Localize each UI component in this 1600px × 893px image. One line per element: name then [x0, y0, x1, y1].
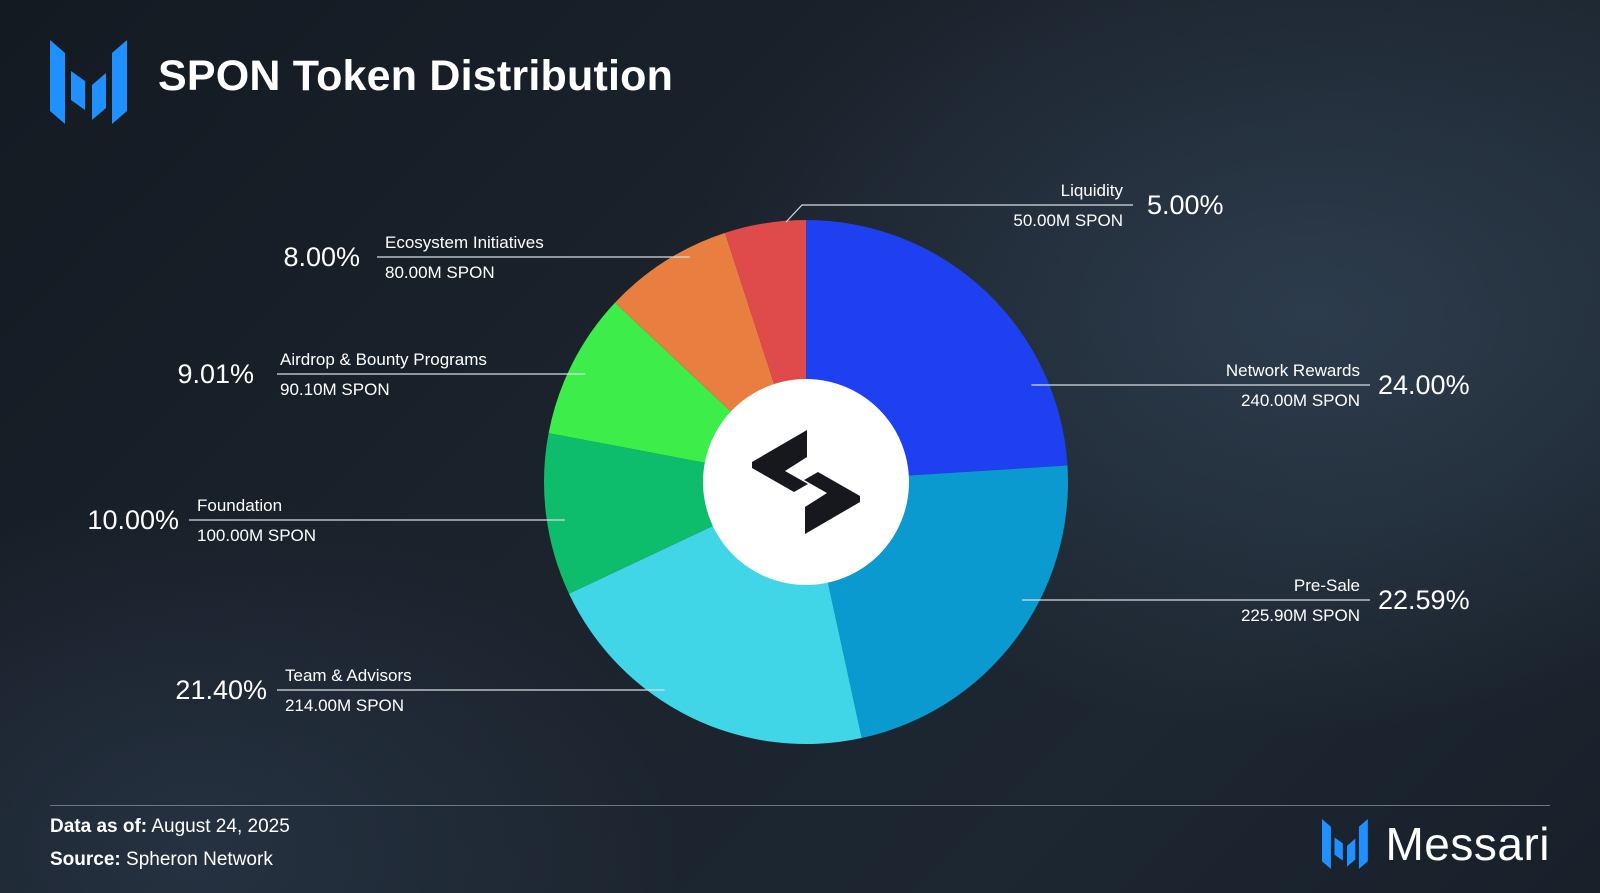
slice-name-foundation: Foundation [197, 496, 282, 515]
slice-amount-liquidity: 50.00M SPON [1013, 211, 1123, 230]
as-of-label: Data as of: [50, 816, 148, 837]
data-as-of: Data as of: August 24, 2025 [50, 816, 290, 838]
footer-divider [50, 805, 1550, 806]
messari-logo-icon [50, 40, 127, 124]
slice-name-network-rewards: Network Rewards [1226, 361, 1360, 380]
spheron-logo-icon [752, 430, 860, 534]
slice-amount-airdrop-and-bounty-programs: 90.10M SPON [280, 380, 390, 399]
slice-labels: Network Rewards 240.00M SPON 24.00% Pre-Sal… [87, 181, 1469, 715]
slice-name-pre-sale: Pre-Sale [1294, 576, 1360, 595]
slice-percent-liquidity: 5.00% [1147, 190, 1224, 220]
as-of-date: August 24, 2025 [151, 816, 290, 837]
slice-percent-foundation: 10.00% [87, 505, 179, 535]
center-hole [703, 379, 909, 585]
data-source: Source: Spheron Network [50, 849, 273, 871]
messari-brand: Messari [1321, 817, 1550, 871]
leader-lines [189, 204, 1370, 691]
slice-name-airdrop-and-bounty-programs: Airdrop & Bounty Programs [280, 350, 487, 369]
slice-amount-pre-sale: 225.90M SPON [1241, 606, 1360, 625]
slice-amount-foundation: 100.00M SPON [197, 526, 316, 545]
slice-percent-network-rewards: 24.00% [1378, 370, 1470, 400]
slice-name-liquidity: Liquidity [1061, 181, 1124, 200]
slice-percent-ecosystem-initiatives: 8.00% [283, 242, 360, 272]
source-label: Source: [50, 849, 121, 870]
slice-percent-pre-sale: 22.59% [1378, 585, 1470, 615]
messari-m-icon [1322, 819, 1369, 869]
slice-percent-airdrop-and-bounty-programs: 9.01% [177, 359, 254, 389]
slice-percent-team-and-advisors: 21.40% [175, 675, 267, 705]
page-title: SPON Token Distribution [158, 52, 674, 100]
source-value: Spheron Network [126, 849, 273, 870]
slice-name-team-and-advisors: Team & Advisors [285, 666, 412, 685]
slice-amount-network-rewards: 240.00M SPON [1241, 391, 1360, 410]
leader-line-liquidity [785, 204, 1133, 223]
slice-name-ecosystem-initiatives: Ecosystem Initiatives [385, 233, 544, 252]
brand-name: Messari [1385, 818, 1550, 870]
slice-amount-team-and-advisors: 214.00M SPON [285, 696, 404, 715]
slice-amount-ecosystem-initiatives: 80.00M SPON [385, 263, 495, 282]
